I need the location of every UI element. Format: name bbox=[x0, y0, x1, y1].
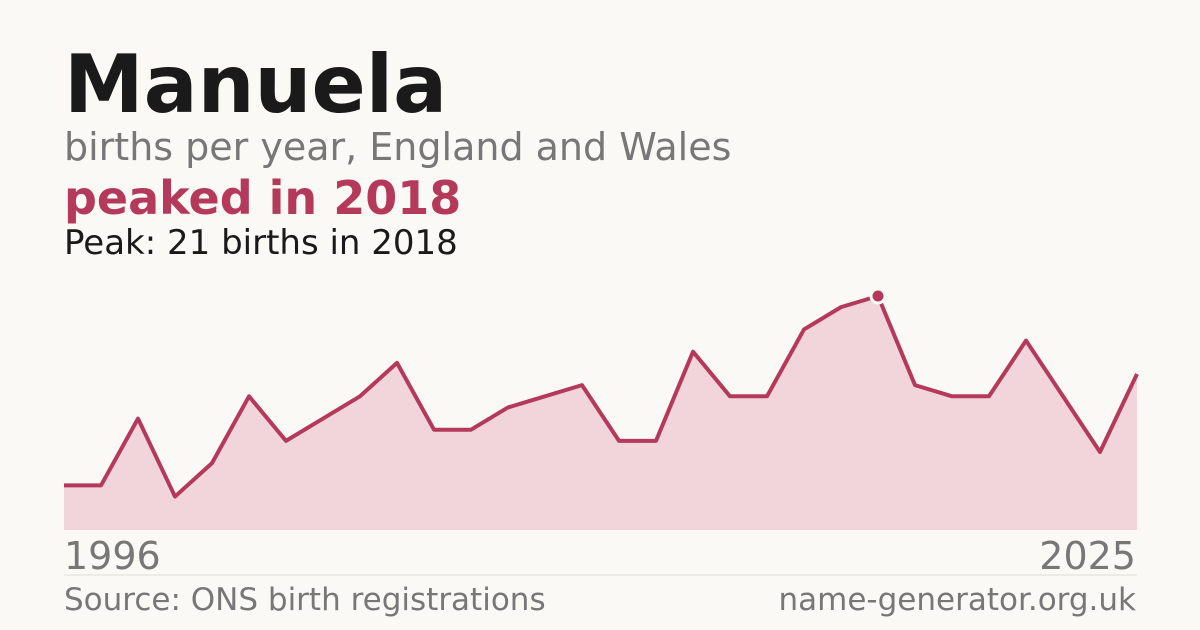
x-end-label: 2025 bbox=[1039, 534, 1136, 578]
annotation: peaked in 2018 bbox=[64, 171, 461, 225]
source: Source: ONS birth registrations bbox=[64, 582, 546, 618]
peak-note: Peak: 21 births in 2018 bbox=[64, 223, 458, 263]
x-start-label: 1996 bbox=[64, 534, 161, 578]
peak-marker bbox=[869, 287, 887, 305]
line bbox=[64, 294, 1139, 499]
chart-title: Manuela bbox=[64, 38, 447, 131]
chart-subtitle: births per year, England and Wales bbox=[64, 125, 731, 169]
website: name-generator.org.uk bbox=[779, 582, 1137, 618]
